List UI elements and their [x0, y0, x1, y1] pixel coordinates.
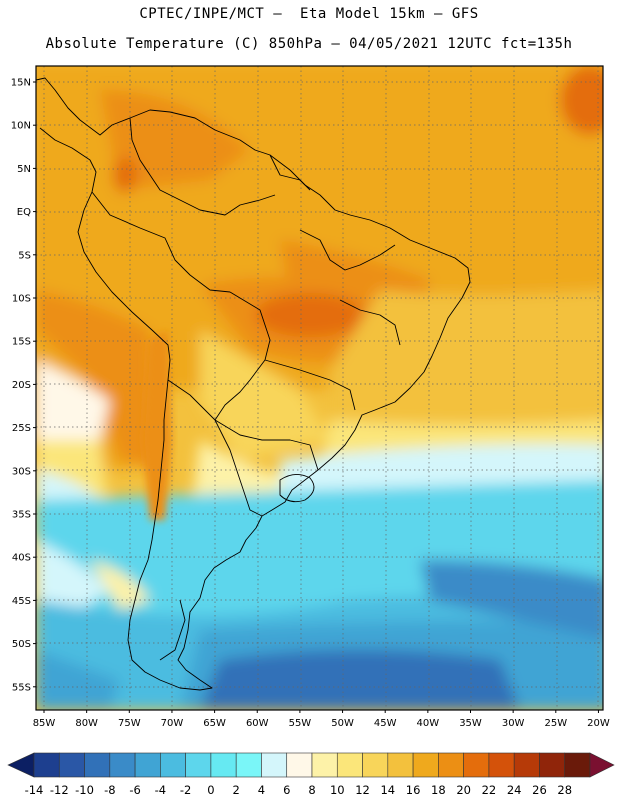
lat-tick-label: 55S	[12, 682, 31, 693]
colorbar-segment	[438, 752, 464, 778]
lat-tick-label: 10N	[11, 121, 31, 132]
colorbar-label: 20	[456, 783, 471, 797]
colorbar-label: 16	[406, 783, 421, 797]
colorbar-label: 24	[507, 783, 522, 797]
lon-tick-label: 30W	[502, 718, 525, 729]
colorbar-segment	[488, 752, 515, 778]
colorbar-label: -2	[180, 783, 191, 797]
lon-tick-label: 40W	[417, 718, 440, 729]
lat-tick-label: 35S	[12, 510, 31, 521]
lon-tick-label: 70W	[161, 718, 184, 729]
lat-tick-label: 45S	[12, 596, 31, 607]
lon-tick-label: 50W	[331, 718, 354, 729]
colorbar-label: 2	[233, 783, 240, 797]
lon-tick-label: 85W	[33, 718, 56, 729]
colorbar-segment	[261, 752, 288, 778]
colorbar-label: 4	[258, 783, 265, 797]
lon-tick-label: 20W	[587, 718, 610, 729]
lat-tick-label: 30S	[12, 466, 31, 477]
colorbar-label: 0	[207, 783, 214, 797]
lat-tick-label: EQ	[17, 207, 31, 218]
lon-tick-label: 60W	[246, 718, 269, 729]
colorbar-segment	[33, 752, 60, 778]
map-frame	[35, 65, 604, 711]
colorbar	[7, 752, 615, 778]
colorbar-label: 18	[431, 783, 446, 797]
colorbar-segment	[539, 752, 566, 778]
lat-tick-label: 20S	[12, 380, 31, 391]
colorbar-segment	[412, 752, 439, 778]
latitude-labels: 15N 10N 5N EQ 5S 10S 15S 20S 25S 30S 35S 40S 45S 50S 5…	[11, 78, 36, 693]
colorbar-segment	[513, 752, 540, 778]
lon-tick-label: 45W	[374, 718, 397, 729]
colorbar-label: -4	[155, 783, 166, 797]
colorbar-label: 12	[355, 783, 370, 797]
colorbar-segment	[134, 752, 161, 778]
lon-tick-label: 75W	[118, 718, 141, 729]
colorbar-segment	[336, 752, 363, 778]
colorbar-segment	[286, 752, 313, 778]
colorbar-segment	[210, 752, 237, 778]
colorbar-label: -8	[104, 783, 115, 797]
lon-tick-label: 55W	[289, 718, 312, 729]
colorbar-segment	[58, 752, 85, 778]
lon-tick-label: 35W	[459, 718, 482, 729]
colorbar-label: 14	[380, 783, 395, 797]
lat-tick-label: 10S	[12, 294, 31, 305]
colorbar-label: -12	[50, 783, 69, 797]
colorbar-segment	[463, 752, 490, 778]
colorbar-segment	[387, 752, 414, 778]
colorbar-label: 10	[330, 783, 345, 797]
temperature-field	[36, 66, 603, 710]
colorbar-segment	[235, 752, 262, 778]
colorbar-segment	[84, 752, 111, 778]
lat-tick-label: 5N	[17, 164, 31, 175]
colorbar-segment	[109, 752, 136, 778]
chart-title: CPTEC/INPE/MCT – Eta Model 15km – GFS	[139, 6, 479, 22]
lat-tick-label: 5S	[18, 250, 31, 261]
lon-tick-label: 65W	[203, 718, 226, 729]
lat-tick-label: 40S	[12, 553, 31, 564]
colorbar-label: -6	[129, 783, 140, 797]
colorbar-label: 8	[308, 783, 315, 797]
graticule	[36, 66, 603, 710]
colorbar-right-arrow	[589, 752, 615, 778]
coastlines	[36, 70, 471, 691]
colorbar-label: 6	[283, 783, 290, 797]
lat-tick-label: 25S	[12, 423, 31, 434]
chart-subtitle: Absolute Temperature (C) 850hPa – 04/05/…	[45, 36, 573, 52]
lat-tick-label: 15S	[12, 337, 31, 348]
colorbar-segment	[564, 752, 591, 778]
colorbar-segment	[160, 752, 186, 778]
lon-tick-label: 80W	[75, 718, 98, 729]
longitude-labels: 85W 80W 75W 70W 65W 60W 55W 50W 45W 40W 35W 30W 25W 2…	[33, 710, 610, 729]
colorbar-label: 22	[482, 783, 497, 797]
lat-tick-label: 15N	[11, 78, 31, 89]
lat-tick-label: 50S	[12, 639, 31, 650]
colorbar-segment	[185, 752, 212, 778]
colorbar-label: 26	[532, 783, 547, 797]
lon-tick-label: 25W	[544, 718, 567, 729]
colorbar-label: -10	[75, 783, 94, 797]
colorbar-segment	[311, 752, 338, 778]
colorbar-label: 28	[557, 783, 572, 797]
colorbar-label: -14	[25, 783, 44, 797]
colorbar-labels: -14 -12 -10 -8 -6 -4 -2 0 2 4 6 8 10 12 14 16 18 20 22 24 26…	[25, 783, 572, 797]
colorbar-left-arrow	[7, 752, 35, 778]
colorbar-segment	[362, 752, 389, 778]
